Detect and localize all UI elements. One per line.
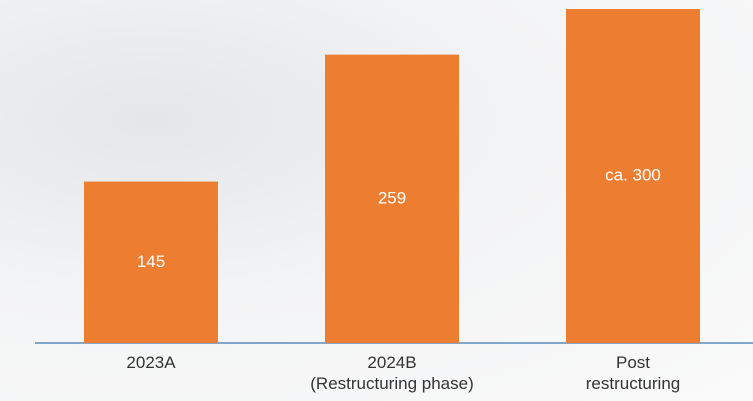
value-label: 145 (137, 252, 165, 271)
bar (325, 54, 459, 343)
value-label: 259 (378, 188, 406, 207)
value-label: ca. 300 (605, 165, 661, 184)
bar (566, 9, 700, 343)
x-tick-label: Post restructuring (585, 353, 681, 393)
x-tick-label: 2023A (126, 353, 176, 372)
bar (84, 181, 218, 343)
x-tick-label: 2024B (Restructuring phase) (310, 353, 474, 393)
